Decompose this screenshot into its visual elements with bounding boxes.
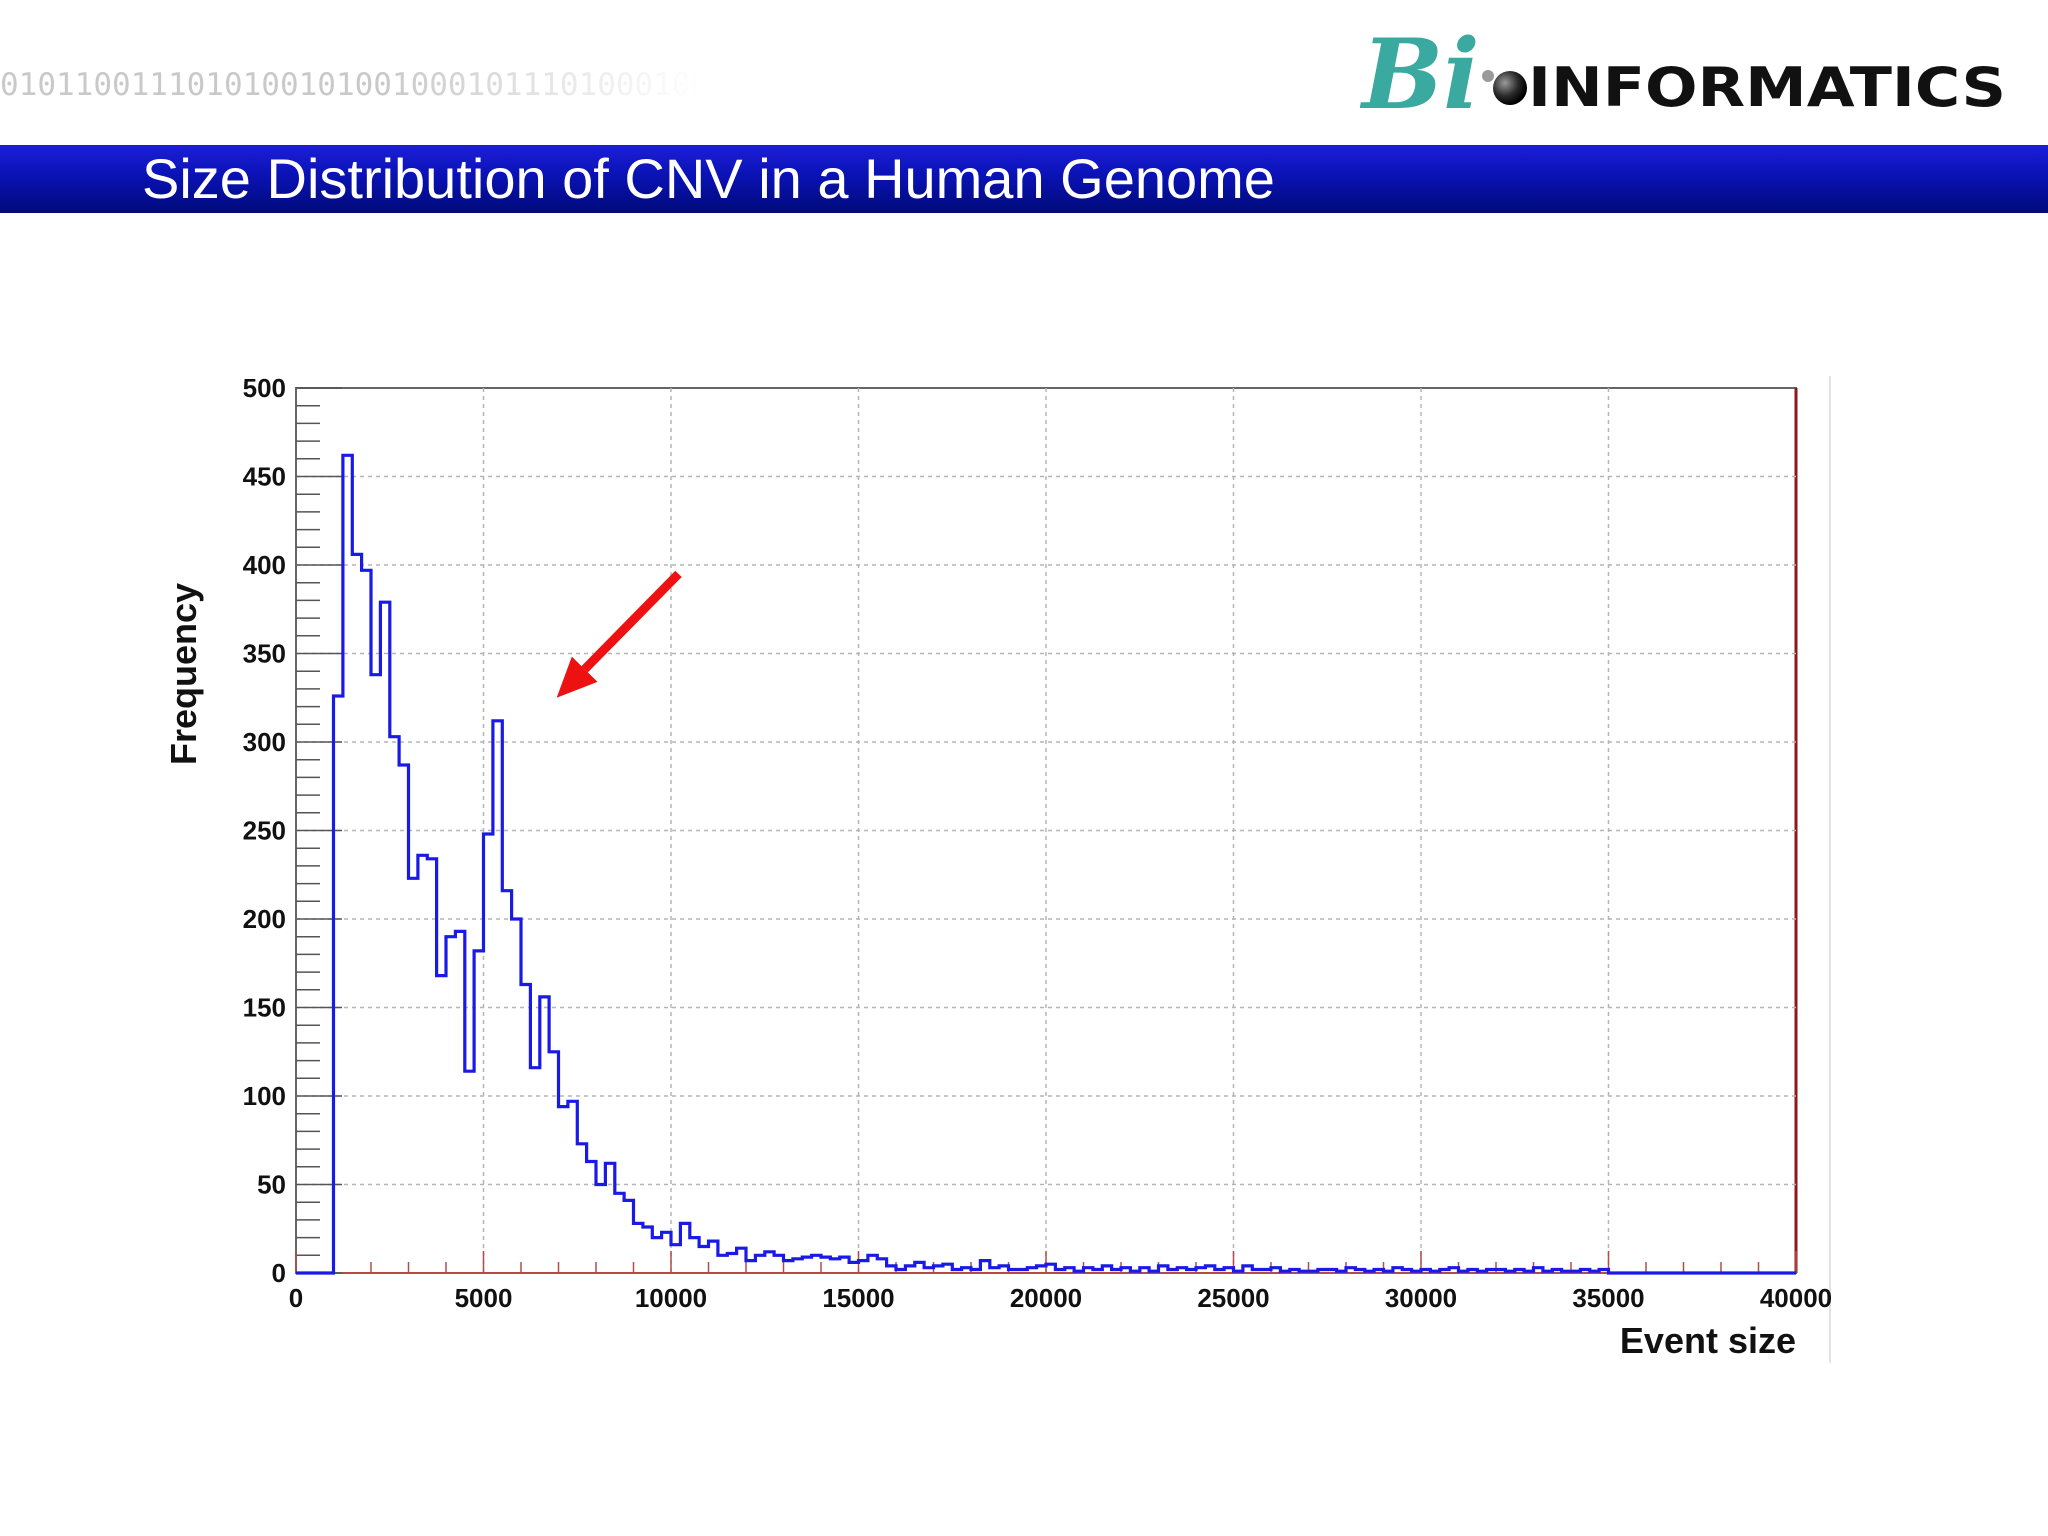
annotation-arrow-shaft bbox=[581, 570, 682, 673]
logo-informatics-text: INFORMATICS bbox=[1528, 56, 2006, 119]
bioinformatics-logo: Bi INFORMATICS bbox=[1360, 24, 2006, 128]
x-tick-label: 25000 bbox=[1197, 1283, 1269, 1313]
y-tick-label: 100 bbox=[243, 1081, 286, 1111]
x-tick-label: 15000 bbox=[822, 1283, 894, 1313]
x-axis-title: Event size bbox=[1620, 1320, 1796, 1361]
x-tick-label: 35000 bbox=[1572, 1283, 1644, 1313]
y-tick-label: 350 bbox=[243, 639, 286, 669]
logo-sphere-icon bbox=[1493, 71, 1527, 105]
x-tick-label: 10000 bbox=[635, 1283, 707, 1313]
y-tick-label: 150 bbox=[243, 993, 286, 1023]
y-tick-label: 200 bbox=[243, 904, 286, 934]
binary-decoration: 0101100111010100101001000101110100010000… bbox=[0, 0, 700, 142]
binary-line: 0101100111010100101001000101110100010000… bbox=[0, 67, 700, 103]
logo-small-sphere-icon bbox=[1482, 70, 1494, 82]
x-tick-label: 0 bbox=[289, 1283, 303, 1313]
x-tick-label: 40000 bbox=[1760, 1283, 1832, 1313]
y-tick-label: 50 bbox=[257, 1170, 286, 1200]
title-bar: Size Distribution of CNV in a Human Geno… bbox=[0, 145, 2048, 213]
annotation-arrow-head bbox=[556, 656, 598, 698]
x-tick-label: 20000 bbox=[1010, 1283, 1082, 1313]
x-tick-label: 30000 bbox=[1385, 1283, 1457, 1313]
logo-bi-text: Bi bbox=[1360, 24, 1480, 128]
y-tick-label: 400 bbox=[243, 550, 286, 580]
y-axis-title: Frequency bbox=[163, 583, 204, 765]
y-tick-label: 250 bbox=[243, 816, 286, 846]
y-tick-label: 450 bbox=[243, 462, 286, 492]
histogram-series-line bbox=[296, 453, 1796, 1275]
y-tick-label: 300 bbox=[243, 727, 286, 757]
slide-title: Size Distribution of CNV in a Human Geno… bbox=[142, 147, 1275, 210]
x-tick-label: 5000 bbox=[455, 1283, 513, 1313]
y-tick-label: 500 bbox=[243, 373, 286, 403]
y-tick-label: 0 bbox=[272, 1258, 286, 1288]
